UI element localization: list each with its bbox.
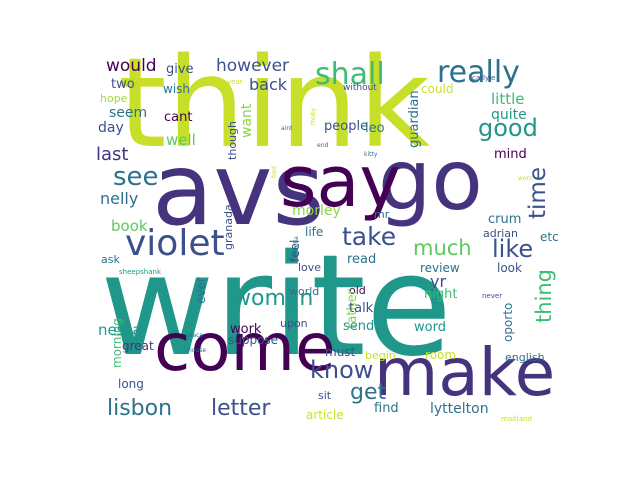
word-violet: violet	[125, 223, 225, 264]
word-seem: seem	[109, 105, 148, 121]
word-would: would	[106, 56, 157, 76]
word-thing: thing	[532, 268, 556, 323]
word-sit: sit	[318, 389, 332, 402]
word-year: year	[227, 78, 243, 86]
word-want: want	[239, 103, 255, 138]
word-shall: shall	[315, 57, 385, 92]
word-long: long	[118, 377, 144, 391]
word-read: read	[347, 252, 377, 267]
word-night: night	[424, 287, 458, 302]
word-leo: leo	[365, 121, 385, 136]
word-etc: etc	[540, 230, 559, 244]
word-carlyle: carlyle	[472, 74, 496, 82]
word-book: book	[111, 217, 148, 235]
word-kitty: kitty	[364, 151, 378, 158]
word-go: go	[378, 131, 483, 229]
word-know: know	[310, 356, 374, 384]
word-two: two	[111, 77, 135, 92]
word-get: get	[350, 380, 387, 405]
word-come: come	[154, 309, 336, 386]
word-talk: talk	[349, 301, 374, 316]
word-say: say	[280, 141, 401, 223]
word-nessa: nessa	[98, 321, 142, 339]
word-worn: worn	[518, 175, 533, 182]
word-little: little	[491, 90, 525, 108]
word-ella: ella	[293, 236, 300, 247]
word-good: good	[478, 114, 538, 142]
word-ask: ask	[101, 253, 120, 266]
word-english: english	[505, 351, 545, 364]
word-lisbon: lisbon	[107, 396, 173, 421]
word-upon: upon	[280, 317, 308, 330]
word-letter: letter	[211, 396, 271, 421]
word-really: really	[437, 55, 520, 90]
word-place: place	[187, 332, 204, 339]
word-avs: avs	[152, 131, 325, 248]
word-love: love	[298, 261, 322, 274]
word-much: much	[413, 236, 472, 260]
word-write: write	[100, 225, 452, 388]
word-though: though	[226, 121, 239, 160]
word-back: back	[249, 75, 288, 94]
word-guardian: guardian	[407, 90, 422, 148]
word-world: world	[289, 285, 320, 298]
word-give: give	[166, 62, 194, 77]
word-cant: cant	[164, 110, 193, 125]
word-thoby: thoby	[310, 107, 317, 125]
word-word: word	[414, 320, 446, 335]
word-nelly: nelly	[100, 189, 139, 208]
word-suppose: suppose	[228, 333, 279, 347]
word-granada: granada	[222, 204, 235, 250]
word-last: last	[96, 144, 129, 165]
word-mind: mind	[494, 147, 527, 162]
word-crum: crum	[488, 212, 522, 227]
word-without: without	[343, 83, 377, 93]
word-make: make	[374, 334, 556, 411]
word-maitland: maitland	[501, 415, 532, 423]
word-room: room	[425, 348, 457, 362]
word-send: send	[343, 319, 375, 334]
word-woman: woman	[233, 286, 314, 311]
word-end: end	[317, 142, 329, 149]
word-old: old	[349, 284, 366, 297]
word-wish: wish	[163, 82, 191, 96]
word-well: well	[166, 131, 196, 149]
word-lyttelton: lyttelton	[430, 401, 489, 417]
word-never: never	[482, 292, 503, 300]
word-morley: morley	[292, 203, 341, 219]
word-quite: quite	[491, 107, 527, 123]
word-people: people	[324, 119, 369, 134]
word-cloud-panel	[96, 57, 548, 423]
word-hope: hope	[100, 92, 128, 105]
word-work: work	[230, 322, 262, 337]
word-ever: ever	[194, 277, 208, 304]
word-mr: mr	[374, 208, 390, 221]
word-adrian: adrian	[483, 227, 519, 240]
word-think: think	[118, 32, 431, 176]
word-must: must	[325, 345, 356, 359]
word-life: life	[305, 225, 324, 239]
word-like: like	[492, 235, 534, 263]
word-take: take	[342, 222, 397, 251]
word-fred: fred	[271, 166, 278, 178]
word-oporto: oporto	[501, 302, 515, 342]
word-aint: aint	[281, 125, 293, 132]
word-great: great	[122, 339, 154, 353]
word-look: look	[497, 261, 522, 275]
word-yr: yr	[430, 272, 447, 291]
word-sheepshank: sheepshank	[119, 268, 162, 276]
word-however: however	[216, 56, 290, 76]
word-could: could	[421, 82, 454, 96]
word-begin: begin	[365, 349, 396, 362]
word-find: find	[374, 401, 399, 416]
word-day: day	[98, 120, 124, 136]
word-review: review	[420, 261, 460, 275]
word-article: article	[306, 408, 344, 422]
word-see: see	[113, 162, 159, 192]
word-house: house	[188, 347, 207, 354]
